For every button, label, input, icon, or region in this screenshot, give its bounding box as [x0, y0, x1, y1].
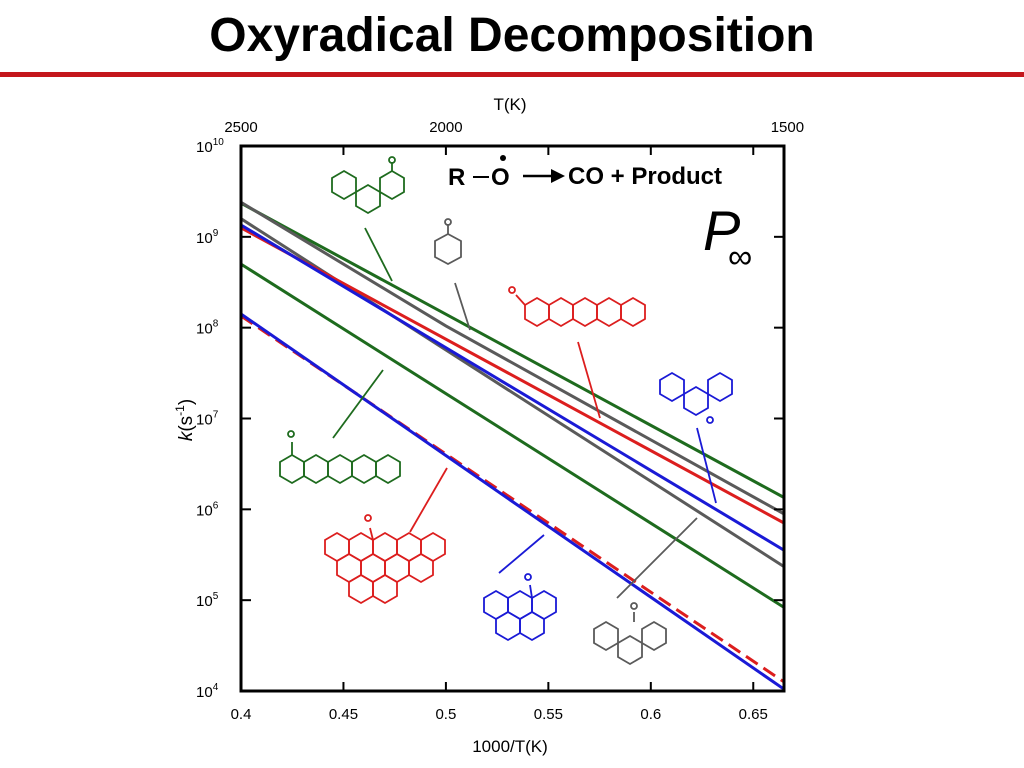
- y-axis-title-k: k: [176, 430, 197, 441]
- x-tick-label-0: 0.4: [231, 706, 252, 723]
- top-ticks: 2500 2000 1500: [224, 119, 804, 136]
- y-tick-label-6: 1010: [196, 137, 224, 156]
- molecule-annotations: [279, 156, 733, 666]
- title-rule: [0, 72, 1024, 77]
- reaction-r: R: [448, 164, 465, 191]
- reaction-annotation: R O CO + Product: [448, 155, 722, 191]
- x-tick-label-2: 0.5: [435, 706, 456, 723]
- x-tick-label-5: 0.65: [739, 706, 768, 723]
- y-tick-label-5: 109: [196, 228, 219, 247]
- molecule-green-acene: [279, 369, 401, 485]
- slide-title: Oxyradical Decomposition: [209, 9, 815, 62]
- series-line-4: [241, 226, 784, 525]
- p-infinity-label: P ∞: [703, 199, 752, 276]
- top-axis-title: T(K): [493, 95, 526, 114]
- x-tick-label-1: 0.45: [329, 706, 358, 723]
- reaction-products: CO + Product: [568, 163, 722, 190]
- y-tick-label-3: 107: [196, 410, 219, 429]
- top-tick-label-2: 1500: [771, 119, 804, 136]
- molecule-red-acene: [508, 286, 646, 419]
- top-tick-label-1: 2000: [429, 119, 462, 136]
- molecule-red-pah: [324, 467, 448, 605]
- x-tick-label-3: 0.55: [534, 706, 563, 723]
- y-tick-label-0: 104: [196, 682, 219, 701]
- reaction-arrowhead: [551, 169, 565, 183]
- molecule-gray-phenoxy: [434, 218, 471, 331]
- y-axis-title-close: ): [176, 399, 197, 405]
- series-line-2: [241, 201, 784, 516]
- series-line-8: [241, 312, 784, 691]
- reaction-o: O: [491, 164, 510, 191]
- series-line-5: [241, 223, 784, 552]
- y-axis-title-exp: -1: [173, 405, 187, 416]
- molecule-gray-phen: [593, 517, 698, 666]
- y-tick-label-2: 106: [196, 500, 219, 519]
- p-subscript: ∞: [728, 238, 752, 276]
- y-axis-title-unit: (s: [176, 416, 197, 432]
- p-label: P: [703, 199, 740, 262]
- y-tick-label-1: 105: [196, 591, 219, 610]
- x-ticks: 0.4 0.45 0.5 0.55 0.6 0.65: [231, 146, 768, 723]
- series-line-1: [241, 201, 784, 499]
- molecule-green-top: [331, 156, 405, 282]
- molecule-blue-phen: [659, 371, 733, 504]
- svg-text:k(s-1): k(s-1): [173, 399, 197, 441]
- molecule-blue-pyrene: [483, 534, 557, 642]
- y-tick-label-4: 108: [196, 319, 219, 338]
- x-axis-title: 1000/T(K): [472, 737, 548, 756]
- radical-dot: [500, 155, 506, 161]
- series-layer: [241, 201, 784, 691]
- y-ticks: 104 105 106 107 108 109 1010: [196, 137, 784, 701]
- x-tick-label-4: 0.6: [640, 706, 661, 723]
- series-line-6: [241, 262, 784, 609]
- y-axis-title: k(s-1): [173, 399, 197, 441]
- top-tick-label-0: 2500: [224, 119, 257, 136]
